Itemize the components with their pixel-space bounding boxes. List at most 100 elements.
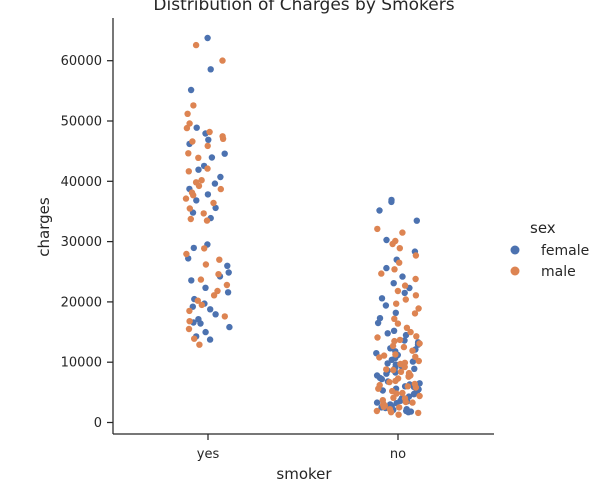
data-point-female [402,331,410,339]
data-point-female [197,320,204,327]
data-point-male [395,411,402,418]
data-point-female [188,277,195,284]
data-point-male [182,195,190,202]
data-point-male [214,287,221,295]
data-point-female [187,86,195,94]
data-point-female [373,372,381,379]
data-point-female [193,197,200,204]
data-point-male [394,320,402,327]
data-point-male [194,297,201,304]
data-point-male [409,347,416,354]
data-point-male [204,142,211,150]
data-point-male [392,377,399,385]
data-point-male [223,281,231,289]
data-point-female [202,284,209,291]
data-point-female [221,150,228,157]
data-point-male [376,354,383,361]
data-point-male [198,301,205,309]
data-point-female [388,356,395,363]
x-tick-label: yes [197,447,220,462]
data-point-male [389,342,397,350]
data-point-male [374,334,381,341]
data-point-male [189,138,196,145]
data-point-male [411,310,419,317]
data-point-male [412,275,419,283]
data-point-male [186,307,193,315]
data-point-female [224,262,231,269]
data-point-male [374,225,381,233]
data-point-male [186,318,193,325]
data-point-female [376,207,383,214]
y-tick-label: 50000 [61,115,102,130]
data-point-male [397,368,405,375]
data-point-female [206,336,214,343]
y-tick-label: 60000 [61,54,102,69]
data-point-female [211,180,219,187]
data-point-male [380,401,387,409]
data-point-male [380,352,388,359]
data-point-male [391,337,398,345]
data-point-male [400,343,408,351]
data-point-female [204,191,212,198]
data-point-female [190,244,197,252]
data-point-female [382,302,390,309]
data-point-male [415,357,422,365]
data-point-male [206,128,213,136]
data-point-female [384,330,391,337]
legend: sex female male [510,219,589,280]
data-point-male [217,185,224,193]
data-point-female [378,295,386,302]
data-point-female [383,264,390,272]
y-ticks: 0 10000 20000 30000 40000 50000 60000 [61,54,113,431]
data-point-female [202,328,209,336]
legend-marker-male [510,266,520,276]
legend-title: sex [530,219,556,237]
data-point-female [392,309,399,316]
data-point-female [401,289,408,297]
data-point-female [217,173,224,181]
data-point-male [409,399,416,406]
y-tick-label: 10000 [61,356,102,371]
data-point-female [225,269,232,276]
data-point-female [212,311,219,318]
data-point-female [226,323,233,331]
data-point-male [185,150,192,157]
data-point-female [416,380,423,387]
data-point-male [416,392,423,400]
data-point-female [208,154,216,161]
data-point-male [195,154,202,161]
data-point-male [396,259,403,266]
data-point-male [412,353,419,360]
data-point-male [396,404,403,411]
data-point-female [411,365,418,372]
data-point-male [216,256,223,263]
data-point-male [183,124,191,132]
data-point-male [221,313,228,320]
data-point-male [405,373,412,380]
data-point-male [373,407,381,415]
data-point-female [207,66,214,73]
data-point-male [415,409,422,417]
data-point-male [219,57,226,64]
chart-title: Distribution of Charges by Smokers [153,0,454,15]
data-point-female [390,280,397,287]
data-point-male [186,205,193,212]
data-point-male [197,276,205,283]
data-point-male [215,271,222,278]
points-layer [182,34,423,418]
data-point-male [402,398,409,406]
data-point-male [376,381,383,389]
data-point-male [392,351,399,358]
data-point-male [407,328,414,336]
data-point-male [412,384,420,391]
data-point-male [185,325,193,333]
data-point-male [402,296,409,303]
data-point-male [412,252,420,259]
data-point-male [187,215,194,223]
data-point-male [219,135,227,142]
y-tick-label: 30000 [61,235,102,250]
data-point-female [399,273,406,280]
data-point-male [383,366,390,373]
data-point-male [404,383,411,390]
data-point-female [204,34,211,42]
